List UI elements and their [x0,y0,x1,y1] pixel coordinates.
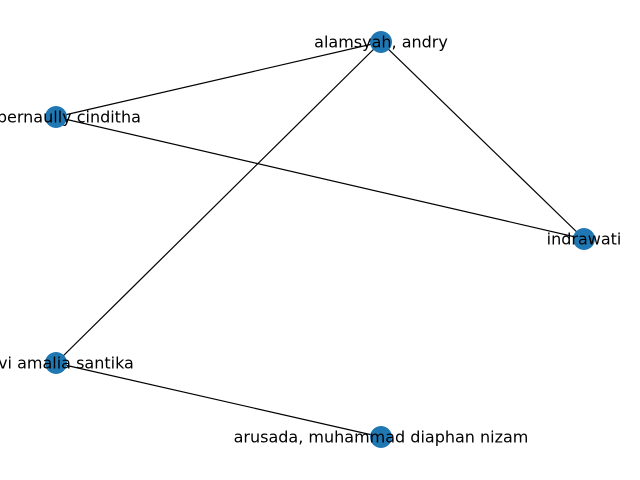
nodes-layer [45,31,595,448]
edge-novi-arusada [55,362,382,438]
edge-alamsyah-indrawati [380,41,585,240]
node-alamsyah [370,31,392,53]
node-indrawati [573,228,595,250]
node-arusada [370,426,392,448]
node-label-alamsyah: alamsyah, andry [314,33,448,52]
edges-layer [55,41,585,438]
labels-layer: alamsyah, andry m, bernaully cinditha indr… [0,33,621,447]
edge-alamsyah-novi [55,41,382,364]
node-label-bernaully: m, bernaully cinditha [0,108,141,127]
edge-bernaully-indrawati [55,116,585,240]
node-label-indrawati: indrawati [547,230,622,249]
node-label-arusada: arusada, muhammad diaphan nizam [234,428,529,447]
node-bernaully [45,106,67,128]
node-novi [45,352,67,374]
node-label-novi: novi amalia santika [0,354,134,373]
edge-bernaully-alamsyah [55,41,382,118]
